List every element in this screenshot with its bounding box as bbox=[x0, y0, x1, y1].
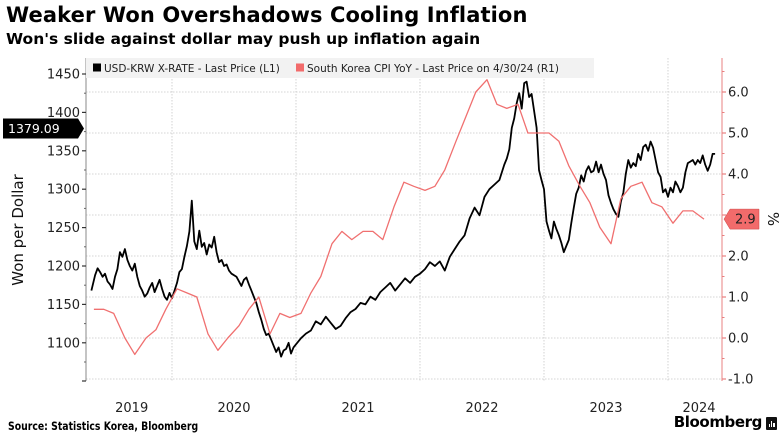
left-tick-label: 1450 bbox=[47, 68, 80, 83]
right-tick-label: 0.0 bbox=[728, 332, 749, 347]
right-tick-label: 6.0 bbox=[728, 86, 749, 101]
left-tick-label: 1150 bbox=[47, 298, 80, 313]
legend: USD-KRW X-RATE - Last Price (L1) South K… bbox=[86, 58, 594, 78]
right-tick-label: 5.0 bbox=[728, 127, 749, 142]
right-tick-label: 2.0 bbox=[728, 250, 749, 265]
last-value-right: 2.9 bbox=[723, 208, 760, 230]
x-tick-label: 2019 bbox=[115, 401, 148, 416]
last-value-right-badge bbox=[723, 208, 760, 230]
series-line-cpi bbox=[93, 79, 705, 356]
right-tick-label: 1.0 bbox=[728, 291, 749, 306]
left-tick-label: 1200 bbox=[47, 260, 80, 275]
chart-subtitle: Won's slide against dollar may push up i… bbox=[6, 30, 481, 48]
x-tick-label: 2021 bbox=[341, 401, 374, 416]
gridlines bbox=[86, 58, 722, 381]
x-tick-label: 2020 bbox=[217, 401, 250, 416]
x-tick-label: 2022 bbox=[465, 401, 498, 416]
right-tick-label: -1.0 bbox=[728, 373, 753, 388]
legend-background bbox=[86, 58, 594, 78]
x-axis-labels: 2019 2020 2021 2022 2023 2024 bbox=[115, 401, 715, 416]
left-axis-ticks: 1100 1150 1200 1250 1300 1350 1400 1450 bbox=[47, 68, 86, 382]
brand-logo-text: Bloomberg bbox=[673, 413, 763, 431]
left-tick-label: 1250 bbox=[47, 221, 80, 236]
last-value-left-text: 1379.09 bbox=[8, 121, 60, 136]
right-tick-label: 4.0 bbox=[728, 168, 749, 183]
last-value-left: 1379.09 bbox=[3, 118, 84, 139]
chart-title: Weaker Won Overshadows Cooling Inflation bbox=[6, 3, 528, 27]
bloomberg-logo-icon bbox=[766, 417, 777, 430]
last-value-left-badge bbox=[3, 118, 84, 139]
right-axis-ticks: -1.0 0.0 1.0 2.0 4.0 5.0 6.0 bbox=[722, 71, 753, 388]
legend-label-usdkrw: USD-KRW X-RATE - Last Price (L1) bbox=[104, 63, 280, 75]
legend-swatch-cpi bbox=[296, 63, 304, 72]
left-tick-label: 1350 bbox=[47, 144, 80, 159]
left-tick-label: 1300 bbox=[47, 183, 80, 198]
x-tick-label: 2024 bbox=[682, 401, 715, 416]
series-line-usdkrw bbox=[90, 80, 716, 358]
y-axis-label-right: % bbox=[764, 212, 782, 226]
y-axis-label-left: Won per Dollar bbox=[9, 173, 27, 285]
x-tick-label: 2023 bbox=[589, 401, 622, 416]
source-note: Source: Statistics Korea, Bloomberg bbox=[8, 419, 199, 433]
left-tick-label: 1400 bbox=[47, 106, 80, 121]
left-tick-label: 1100 bbox=[47, 336, 80, 351]
series-lines bbox=[90, 79, 716, 358]
legend-swatch-usdkrw bbox=[93, 63, 101, 72]
last-value-right-text: 2.9 bbox=[735, 213, 756, 228]
legend-label-cpi: South Korea CPI YoY - Last Price on 4/30… bbox=[307, 63, 559, 75]
